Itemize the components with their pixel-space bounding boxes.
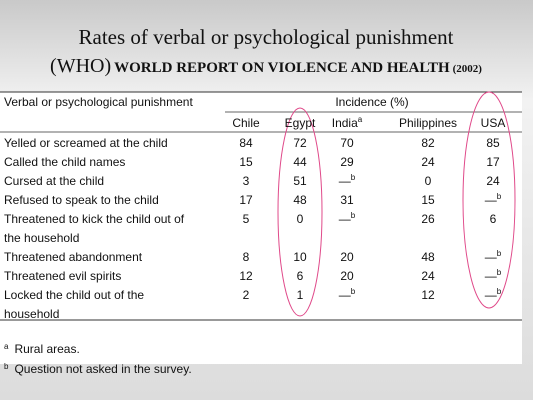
column-header-text: India (332, 116, 358, 130)
column-header: Philippines (399, 116, 457, 130)
row-label: Refused to speak to the child (4, 193, 159, 207)
cell-sup: b (351, 173, 356, 182)
cell: 24 (486, 174, 500, 188)
row-label: Called the child names (4, 155, 125, 169)
column-header: Chile (232, 116, 260, 130)
cell: 8 (243, 250, 250, 264)
cell: —b (339, 287, 356, 302)
title-prefix: (WHO) (50, 55, 111, 77)
cell-text: — (485, 269, 497, 283)
cell-sup: b (497, 192, 502, 201)
table: Verbal or psychological punishment Incide… (4, 95, 505, 376)
cell-text: — (485, 288, 497, 302)
cell: 85 (486, 136, 500, 150)
column-header-text: USA (481, 116, 506, 130)
title-report: WORLD REPORT ON VIOLENCE AND HEALTH (114, 60, 450, 76)
cell: 15 (239, 155, 253, 169)
cell: —b (339, 211, 356, 226)
row-label: Threatened abandonment (4, 250, 143, 264)
cell: 84 (239, 136, 253, 150)
cell: 12 (239, 269, 253, 283)
cell-sup: b (351, 287, 356, 296)
column-header-text: Philippines (399, 116, 457, 130)
row-label: household (4, 307, 59, 321)
cell: —b (485, 268, 502, 283)
row-label: Threatened to kick the child out of (4, 212, 185, 226)
cell: 31 (340, 193, 354, 207)
cell: 5 (243, 212, 250, 226)
title-line2: (WHO) WORLD REPORT ON VIOLENCE AND HEALT… (50, 55, 482, 77)
cell: 82 (421, 136, 435, 150)
cell: 72 (293, 136, 307, 150)
cell-sup: b (497, 268, 502, 277)
cell: —b (485, 192, 502, 207)
cell-sup: b (497, 287, 502, 296)
cell: —b (485, 249, 502, 264)
cell: 12 (421, 288, 435, 302)
cell: 48 (293, 193, 307, 207)
column-header: USA (481, 116, 506, 130)
row-label: Yelled or screamed at the child (4, 136, 168, 150)
cell: 48 (421, 250, 435, 264)
row-label: the household (4, 231, 79, 245)
highlight-ellipse (277, 107, 323, 317)
cell-sup: b (351, 211, 356, 220)
cell: 6 (297, 269, 304, 283)
row-label: Locked the child out of the (4, 288, 144, 302)
row-label: Threatened evil spirits (4, 269, 121, 283)
footnote-mark: b (4, 362, 9, 371)
footnote: a Rural areas. (4, 342, 80, 356)
cell: 17 (239, 193, 253, 207)
cell: 51 (293, 174, 307, 188)
row-header: Verbal or psychological punishment (4, 95, 193, 109)
cell: 2 (243, 288, 250, 302)
cell: 17 (486, 155, 500, 169)
cell: 44 (293, 155, 307, 169)
cell-text: — (485, 193, 497, 207)
cell: —b (485, 287, 502, 302)
cell-text: — (339, 212, 351, 226)
column-header-text: Egypt (285, 116, 316, 130)
cell: 29 (340, 155, 354, 169)
cell: 20 (340, 250, 354, 264)
footnote-text: Question not asked in the survey. (14, 362, 191, 376)
footnote: b Question not asked in the survey. (4, 362, 192, 376)
footnote-mark: a (4, 342, 9, 351)
cell: —b (339, 173, 356, 188)
footnote-text: Rural areas. (14, 342, 79, 356)
group-header: Incidence (%) (335, 95, 408, 109)
cell-text: — (339, 174, 351, 188)
cell: 70 (340, 136, 354, 150)
cell: 0 (425, 174, 432, 188)
title-year: (2002) (453, 63, 483, 75)
cell: 6 (490, 212, 497, 226)
table-panel (0, 92, 522, 364)
title-line1: Rates of verbal or psychological punishm… (79, 25, 454, 49)
highlight-ellipse (462, 91, 516, 309)
cell: 0 (297, 212, 304, 226)
cell: 24 (421, 155, 435, 169)
column-header: Indiaa (332, 115, 363, 130)
cell: 20 (340, 269, 354, 283)
column-header: Egypt (285, 116, 316, 130)
cell-sup: b (497, 249, 502, 258)
cell: 10 (293, 250, 307, 264)
cell: 26 (421, 212, 435, 226)
column-header-text: Chile (232, 116, 260, 130)
cell: 24 (421, 269, 435, 283)
cell: 15 (421, 193, 435, 207)
cell: 3 (243, 174, 250, 188)
cell: 1 (297, 288, 304, 302)
cell-text: — (485, 250, 497, 264)
cell-text: — (339, 288, 351, 302)
column-header-sup: a (358, 115, 363, 124)
row-label: Cursed at the child (4, 174, 104, 188)
